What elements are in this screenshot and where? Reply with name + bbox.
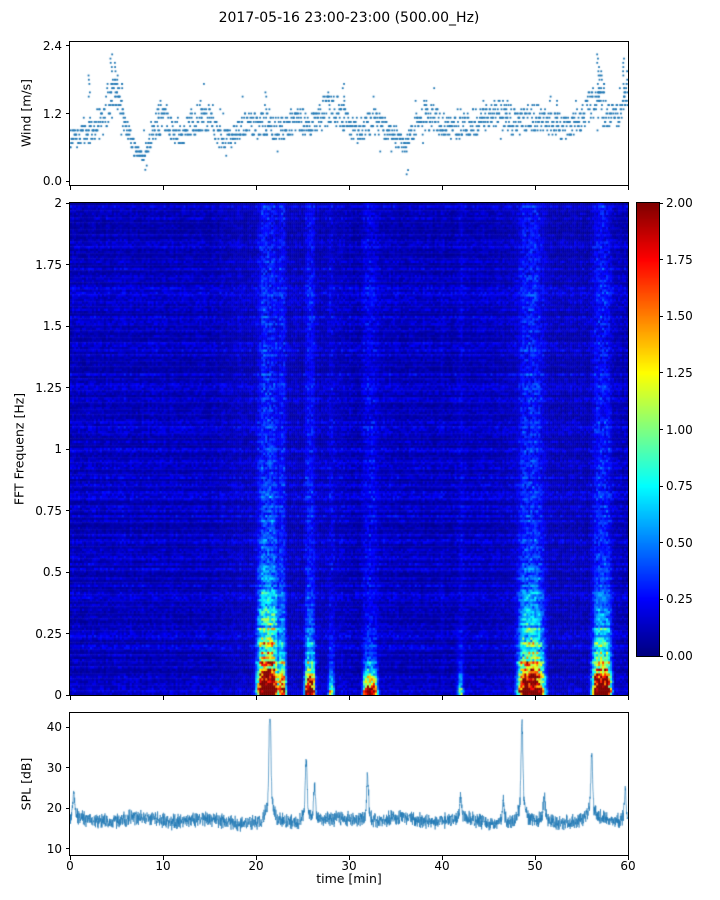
colorbar-tick-label: 1.50: [666, 309, 693, 324]
y-tick-label: 0.0: [42, 174, 62, 189]
spl-line-canvas: [69, 712, 629, 856]
y-tick-mark: [66, 807, 70, 809]
x-tick-mark: [348, 186, 350, 190]
x-tick-mark: [69, 186, 71, 190]
y-tick-label: 40: [46, 720, 62, 735]
x-tick-mark: [627, 696, 629, 700]
colorbar-tick-label: 0.25: [666, 592, 693, 607]
x-tick-mark: [441, 696, 443, 700]
colorbar-tick-label: 0.75: [666, 479, 693, 494]
y-tick-label: 1.25: [35, 380, 62, 395]
y-tick-mark: [66, 510, 70, 511]
x-tick-label: 40: [434, 859, 450, 873]
x-tick-mark: [534, 186, 536, 190]
colorbar-tick-mark: [660, 485, 663, 487]
wind-scatter-canvas: [69, 41, 629, 186]
colorbar-tick-mark: [660, 655, 663, 657]
y-tick-label: 20: [46, 801, 62, 816]
y-tick-label: 10: [46, 841, 62, 856]
y-tick-mark: [66, 848, 70, 850]
y-tick-label: 0.5: [42, 565, 62, 579]
y-tick-mark: [66, 202, 70, 204]
y-tick-mark: [66, 633, 70, 634]
x-tick-mark: [534, 856, 536, 860]
x-tick-mark: [162, 856, 164, 860]
spectrogram-heatmap-canvas: [69, 202, 629, 696]
x-tick-mark: [255, 186, 257, 190]
x-tick-mark: [348, 696, 350, 700]
x-axis-label: time [min]: [316, 871, 382, 886]
y-tick-label: 1: [54, 442, 62, 456]
colorbar-tick-mark: [660, 598, 663, 600]
y-tick-mark: [66, 448, 70, 450]
y-tick-mark: [66, 387, 70, 388]
x-tick-mark: [255, 696, 257, 700]
y-tick-mark: [66, 767, 70, 769]
x-tick-mark: [69, 696, 71, 700]
x-tick-label: 60: [620, 859, 636, 873]
colorbar-tick-label: 1.00: [666, 422, 693, 437]
x-tick-mark: [348, 856, 350, 860]
colorbar-tick-mark: [660, 372, 663, 374]
y-tick-label: 0.25: [35, 626, 62, 641]
x-tick-mark: [441, 186, 443, 190]
colorbar-tick-label: 0.50: [666, 535, 693, 550]
colorbar-tick-mark: [660, 542, 663, 544]
x-tick-mark: [627, 186, 629, 190]
y-tick-mark: [66, 571, 70, 573]
y-tick-mark: [66, 726, 70, 728]
x-tick-label: 0: [66, 859, 74, 873]
colorbar-tick-label: 0.00: [666, 649, 693, 663]
y-tick-label: 1.75: [35, 257, 62, 272]
x-tick-mark: [255, 856, 257, 860]
y-tick-mark: [66, 113, 70, 114]
x-tick-mark: [627, 856, 629, 860]
colorbar-tick-mark: [660, 429, 663, 430]
y-tick-label: 2.4: [42, 38, 62, 53]
x-tick-mark: [441, 856, 443, 860]
x-tick-label: 20: [248, 859, 264, 873]
y-tick-mark: [66, 694, 70, 696]
x-tick-mark: [162, 696, 164, 700]
y-tick-mark: [66, 264, 70, 265]
y-tick-label: 0.75: [35, 503, 62, 518]
colorbar-tick-label: 1.25: [666, 365, 693, 380]
x-tick-mark: [69, 856, 71, 860]
colorbar-tick-mark: [660, 315, 663, 317]
x-tick-mark: [162, 186, 164, 190]
y-tick-mark: [66, 180, 70, 182]
colorbar-tick-mark: [660, 259, 663, 261]
x-tick-label: 50: [527, 859, 543, 873]
y-tick-label: 1.5: [42, 319, 62, 333]
colorbar-tick-label: 2.00: [666, 196, 693, 210]
colorbar-tick-label: 1.75: [666, 252, 693, 267]
y-tick-mark: [66, 45, 70, 47]
y-tick-label: 30: [46, 760, 62, 775]
figure-title: 2017-05-16 23:00-23:00 (500.00_Hz): [218, 10, 480, 26]
y-tick-label: 1.2: [42, 106, 62, 121]
y-tick-mark: [66, 325, 70, 327]
y-tick-label: 0: [54, 688, 62, 702]
colorbar-tick-mark: [660, 202, 663, 204]
colorbar-canvas: [636, 202, 660, 657]
x-tick-label: 10: [155, 859, 171, 873]
x-tick-mark: [534, 696, 536, 700]
x-tick-label: 30: [341, 859, 357, 873]
y-tick-label: 2: [54, 196, 62, 210]
